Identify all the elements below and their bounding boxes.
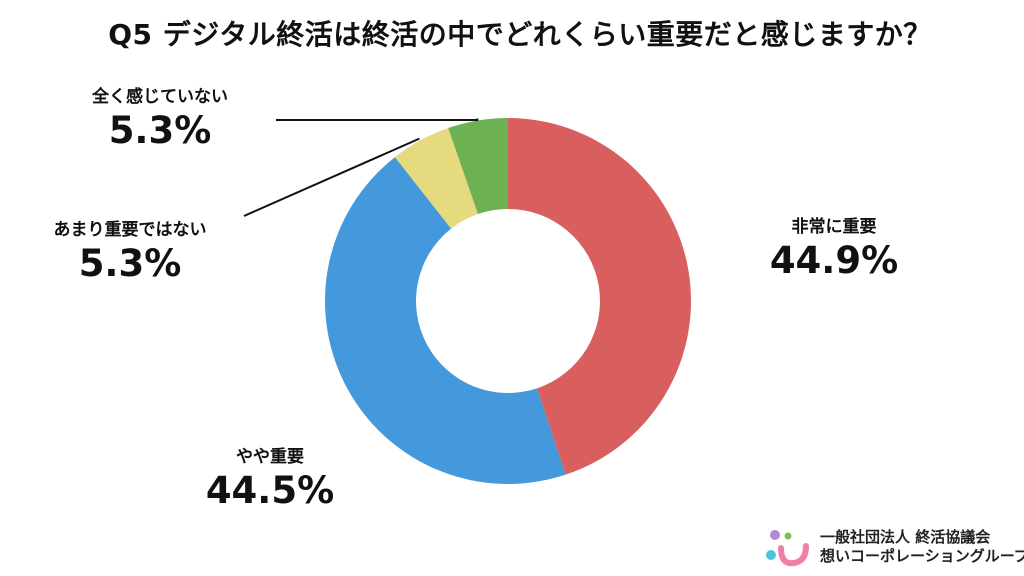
label-very-important: 非常に重要 44.9% [744,216,924,284]
slice-not-at-all [448,118,508,215]
slice-not-very-important [394,128,478,229]
label-name: あまり重要ではない [53,220,207,240]
logo-dot-blue [766,550,776,560]
logo-smile-pink [778,543,809,567]
chart-title: Q5 デジタル終活は終活の中でどれくらい重要だと感じますか？ [108,18,932,51]
label-value: 44.5% [205,469,335,512]
label-not-very-important: あまり重要ではない 5.3% [20,219,240,287]
label-value: 5.3% [108,109,212,152]
logo-group-name: 想いコーポレーショングループ [820,547,1024,565]
logo-dot-green [784,532,792,540]
logo-dot-purple [770,530,780,540]
label-name: 非常に重要 [791,217,877,237]
logo-org-name: 一般社団法人 終活協議会 [820,528,991,546]
slice-somewhat-important [325,157,566,484]
label-name: 全く感じていない [92,87,228,107]
label-value: 44.9% [769,239,899,282]
leader-line-not-at-all [276,118,479,121]
label-value: 5.3% [78,242,182,285]
label-not-at-all: 全く感じていない 5.3% [50,86,270,154]
slice-very-important [508,118,691,475]
label-somewhat-important: やや重要 44.5% [180,446,360,514]
label-name: やや重要 [236,447,304,467]
logo-icon [766,530,809,567]
leader-line-not-very-important [243,137,420,217]
organization-logo: 一般社団法人 終活協議会 想いコーポレーショングループ [764,528,1024,568]
